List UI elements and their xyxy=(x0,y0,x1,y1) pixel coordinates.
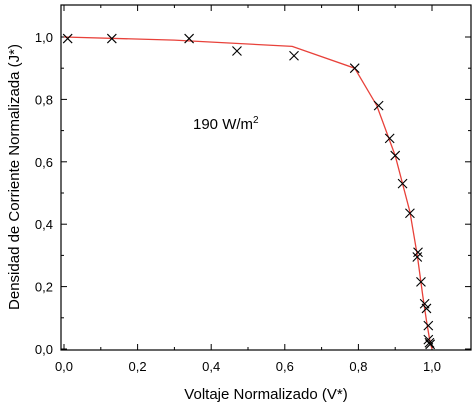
data-point xyxy=(373,100,384,111)
data-point xyxy=(184,33,195,44)
data-point xyxy=(397,178,408,189)
data-point xyxy=(416,277,426,287)
plot-frame xyxy=(60,4,472,351)
x-tick-label: 0,6 xyxy=(276,359,294,374)
y-tick-label: 0,6 xyxy=(35,155,53,170)
irradiance-annotation: 190 W/m2 xyxy=(193,115,259,133)
data-point xyxy=(349,63,360,74)
data-point xyxy=(62,33,73,44)
axis-ticks: 0,0 0,2 0,4 0,6 0,8 1,0 0,0 0,2 0,4 0,6 0,8 1,0 xyxy=(35,5,471,374)
data-point xyxy=(421,303,432,314)
x-tick-label: 0,8 xyxy=(349,359,367,374)
data-point xyxy=(425,339,436,350)
measured-points xyxy=(62,33,436,350)
y-tick-label: 0,0 xyxy=(35,342,53,357)
x-tick-label: 0,0 xyxy=(55,359,73,374)
fit-curve-line xyxy=(63,36,433,350)
data-point xyxy=(423,320,434,331)
y-tick-label: 0,8 xyxy=(35,92,53,107)
x-tick-label: 0,4 xyxy=(202,359,220,374)
data-point xyxy=(106,33,117,44)
y-tick-label: 1,0 xyxy=(35,30,53,45)
x-axis-title: Voltaje Normalizado (V*) xyxy=(184,386,347,403)
data-point xyxy=(289,50,299,61)
data-point xyxy=(405,208,415,219)
y-tick-label: 0,4 xyxy=(35,217,53,232)
y-axis-title: Densidad de Corriente Normalizada (J*) xyxy=(6,44,23,310)
x-tick-label: 0,2 xyxy=(129,359,147,374)
fit-curve xyxy=(63,36,433,350)
data-point xyxy=(390,150,401,161)
x-tick-label: 1,0 xyxy=(423,359,441,374)
data-point xyxy=(232,46,242,56)
data-point xyxy=(384,133,395,144)
data-point xyxy=(424,337,435,348)
annotation-text: 190 W/m xyxy=(193,116,253,133)
y-tick-label: 0,2 xyxy=(35,280,53,295)
annotation-superscript: 2 xyxy=(253,115,259,126)
data-point xyxy=(413,247,423,258)
